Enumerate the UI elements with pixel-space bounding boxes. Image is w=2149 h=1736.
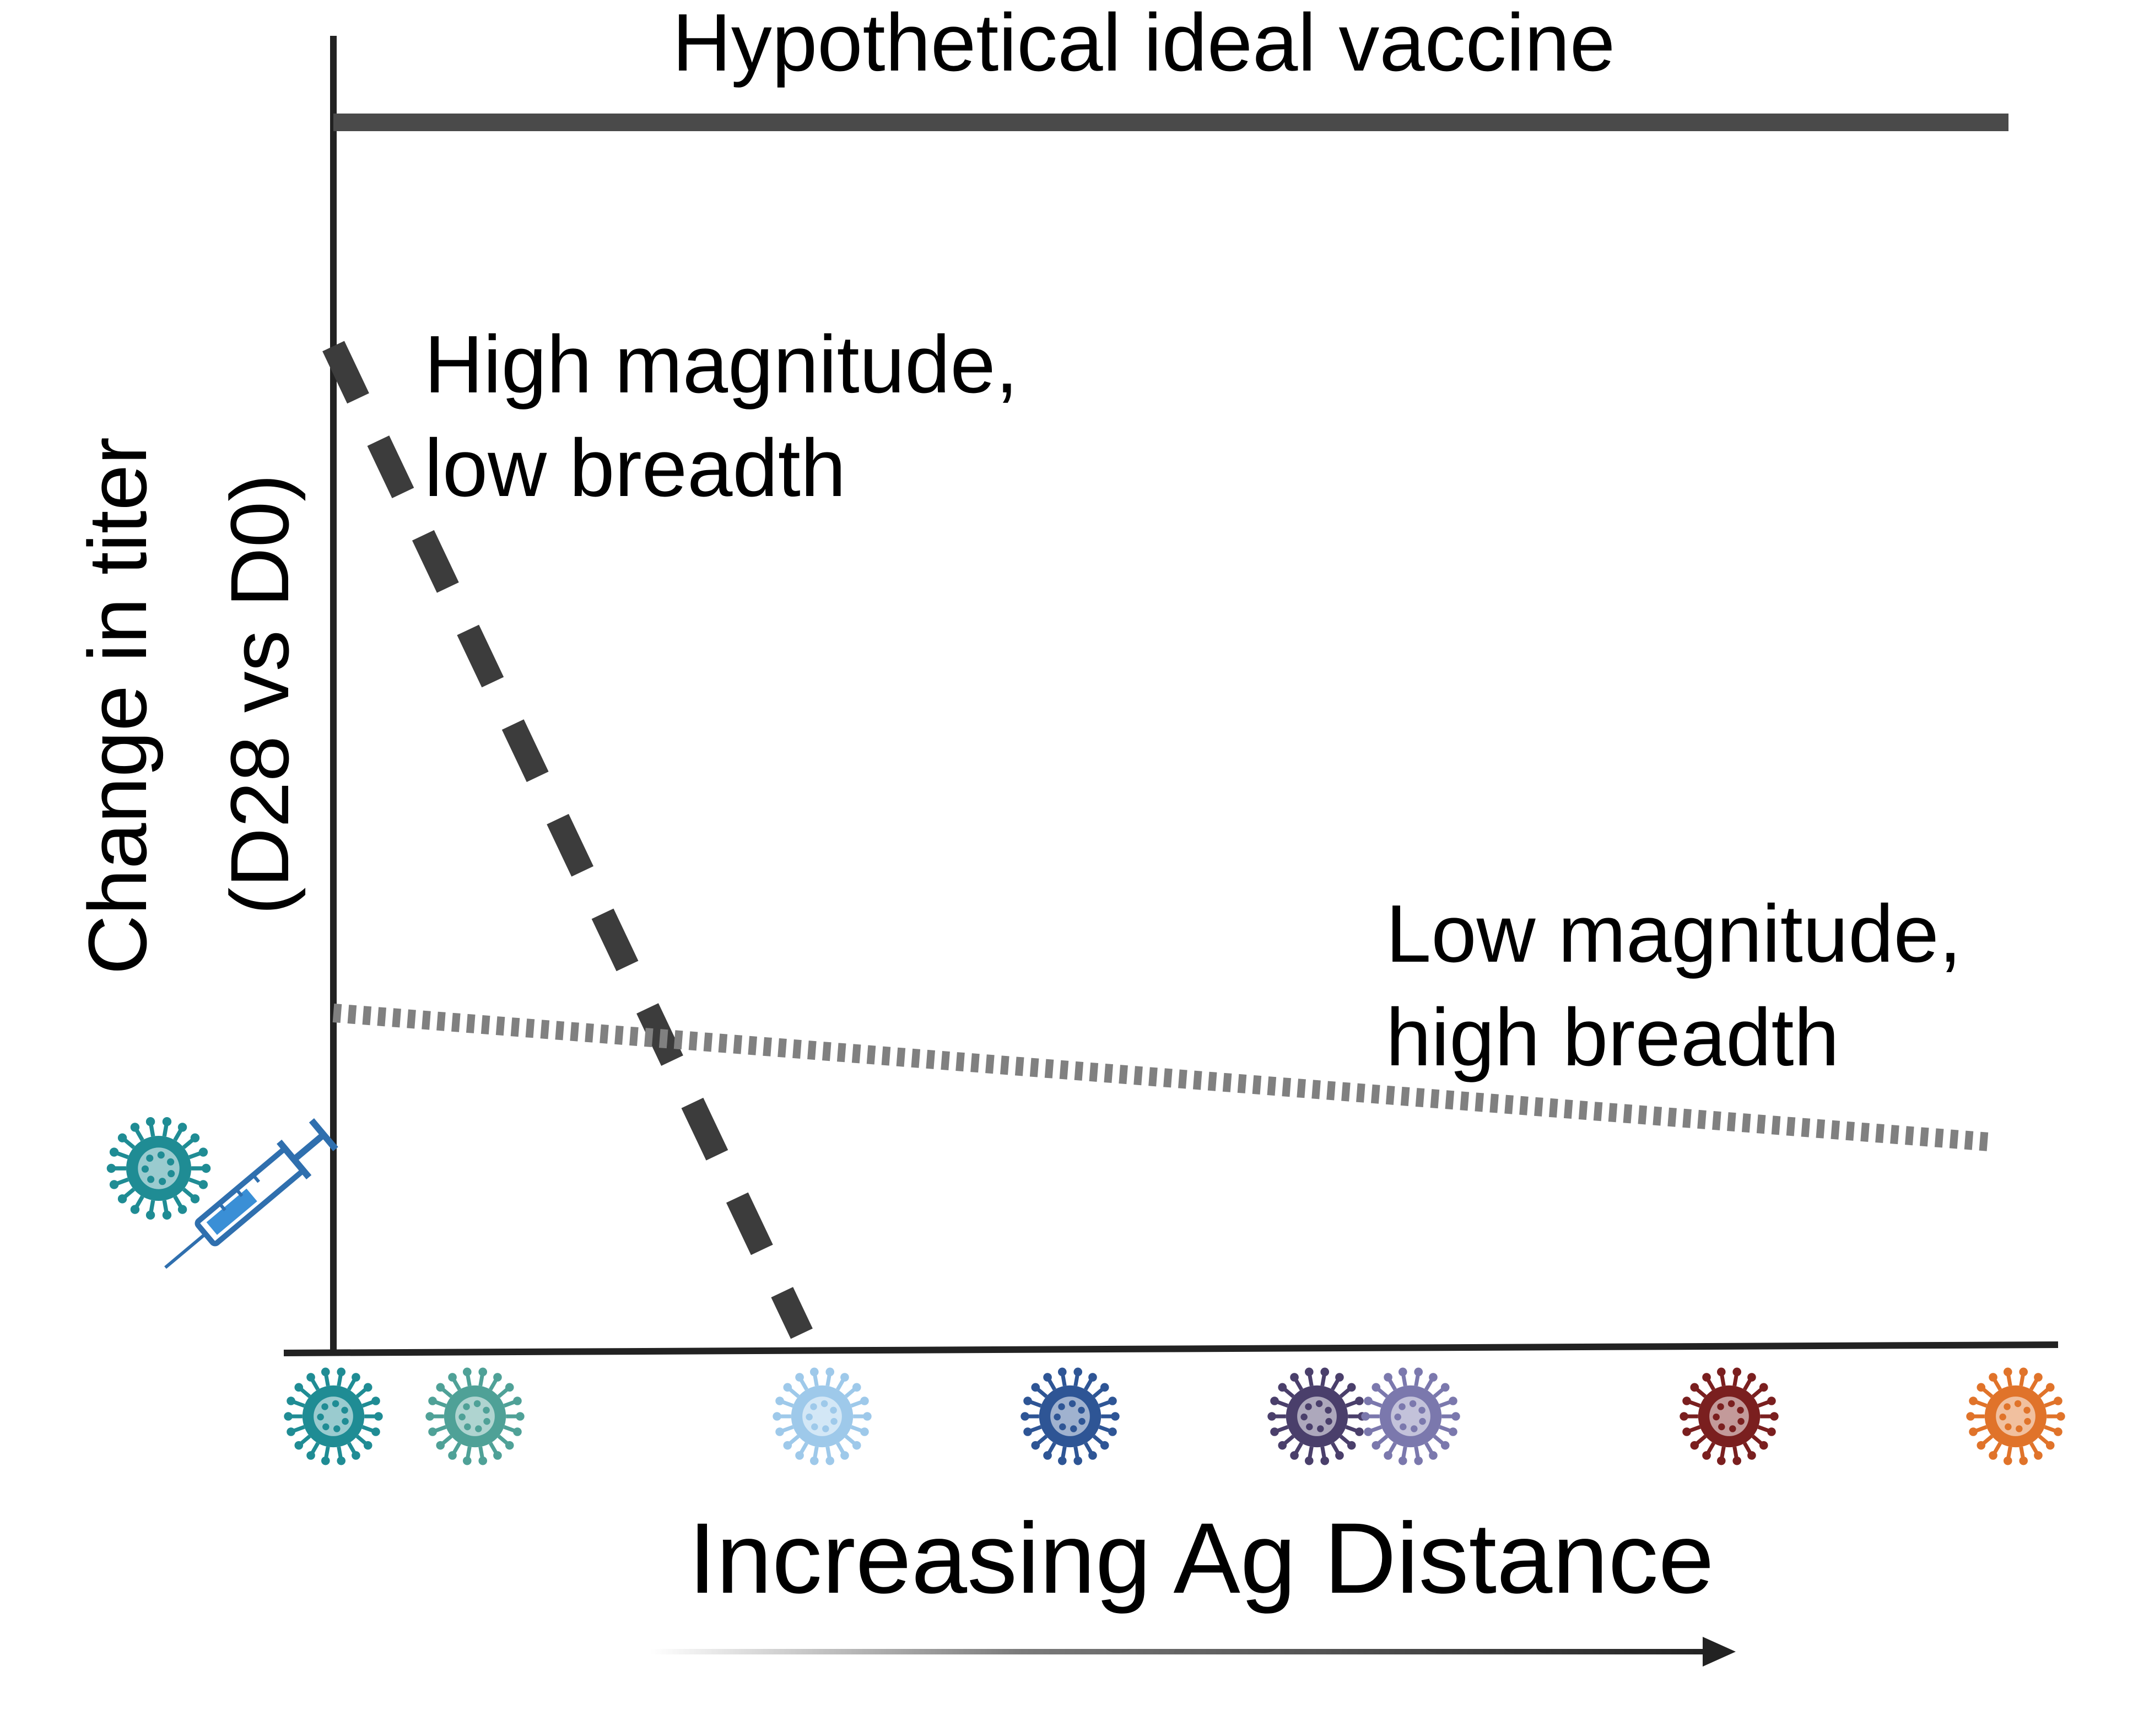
virus-icon-strain-2	[425, 1367, 525, 1465]
y-axis-label-line2: (D28 vs D0)	[213, 474, 306, 915]
virus-icon-strain-5	[1267, 1367, 1367, 1465]
virus-icon-strain-3	[773, 1367, 872, 1465]
high-magnitude-line	[322, 341, 813, 1339]
virus-icon-strain-6	[1361, 1367, 1460, 1465]
y-axis-label: Change in titer (D28 vs D0)	[71, 414, 306, 974]
high-magnitude-label-line1: High magnitude,	[424, 319, 1018, 410]
virus-icon-strain-4	[1020, 1367, 1120, 1465]
x-axis-label: Increasing Ag Distance	[688, 1502, 1714, 1614]
vaccine-strain-icon	[106, 1117, 211, 1220]
virus-icon-strain-1	[284, 1367, 383, 1465]
x-axis	[283, 1341, 2059, 1356]
virus-icon-strain-8	[1966, 1367, 2065, 1465]
low-magnitude-label-line2: high breadth	[1386, 992, 1839, 1083]
syringe-icon	[164, 1118, 338, 1269]
low-magnitude-label: Low magnitude, high breadth	[1386, 888, 1984, 1083]
virus-icon-strain-7	[1680, 1367, 1779, 1465]
virus-strains	[284, 1367, 2065, 1465]
high-magnitude-label: High magnitude, low breadth	[424, 319, 1041, 514]
low-magnitude-label-line1: Low magnitude,	[1386, 888, 1962, 979]
low-magnitude-line	[332, 1004, 1990, 1151]
high-magnitude-label-line2: low breadth	[424, 423, 846, 514]
y-axis-label-line1: Change in titer	[71, 437, 164, 975]
increasing-arrow-icon	[650, 1637, 1736, 1667]
ideal-vaccine-label: Hypothetical ideal vaccine	[672, 0, 1615, 88]
